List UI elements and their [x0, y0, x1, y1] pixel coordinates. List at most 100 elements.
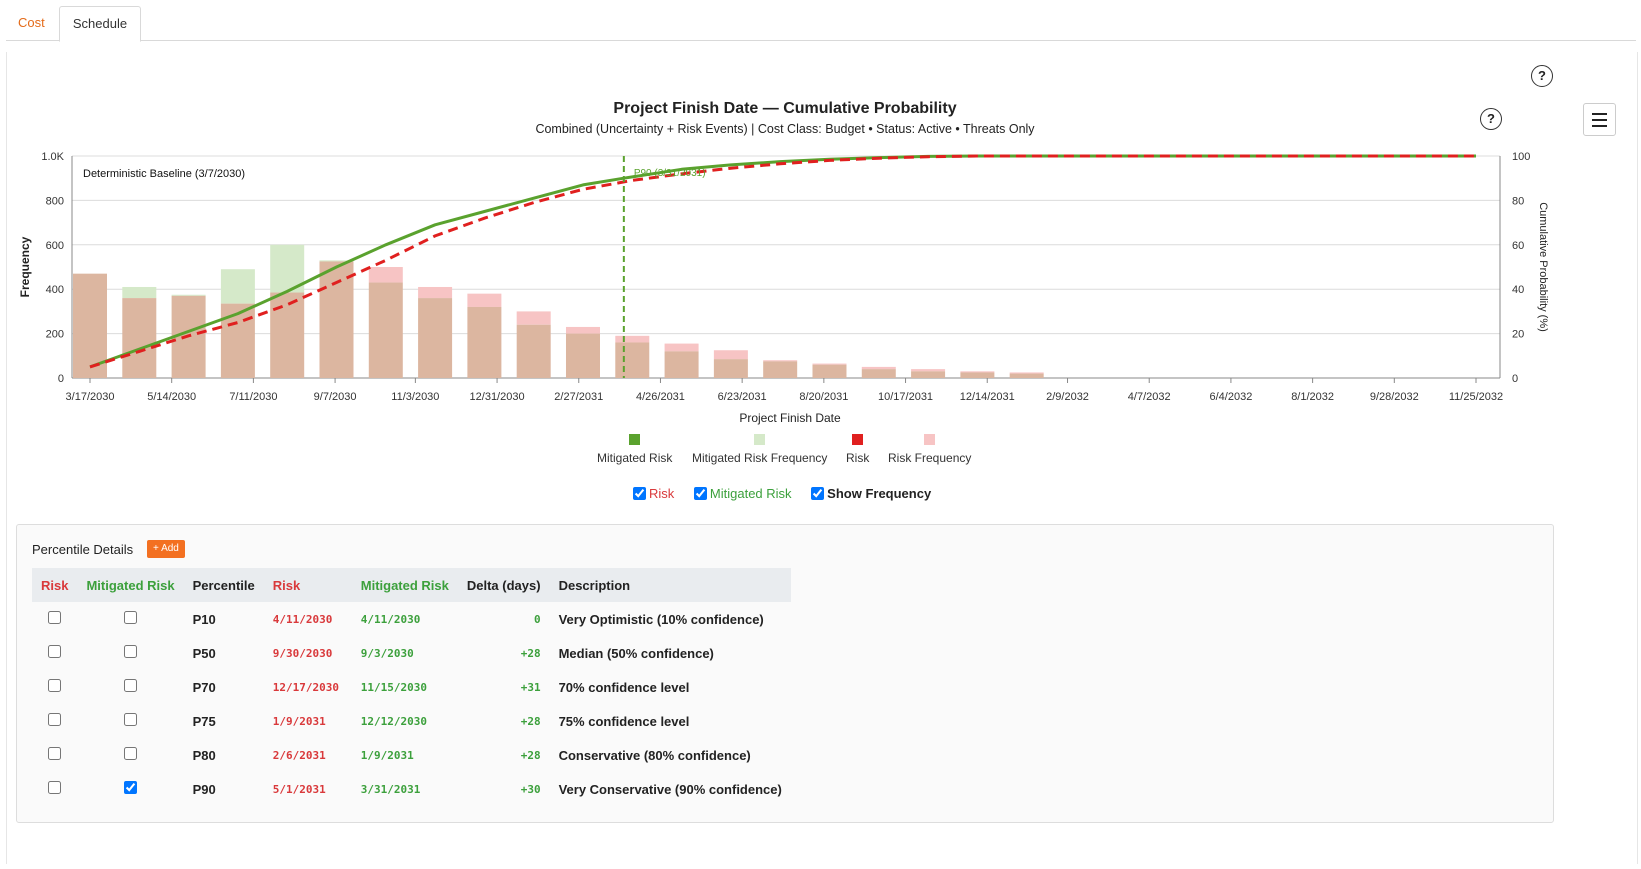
row-delta: +28 — [520, 646, 541, 660]
row-percentile: P75 — [192, 713, 216, 729]
toggle-show-frequency[interactable]: Show Frequency — [811, 486, 931, 501]
x-tick-label: 12/14/2031 — [960, 391, 1015, 403]
chart-subtitle: Combined (Uncertainty + Risk Events) | C… — [535, 122, 1035, 136]
row-risk-checkbox[interactable] — [48, 713, 62, 726]
frequency-bar-overlap — [319, 261, 354, 378]
row-risk-checkbox[interactable] — [48, 781, 62, 794]
x-tick-label: 10/17/2031 — [878, 391, 933, 403]
legend-label: Mitigated Risk Frequency — [692, 451, 828, 465]
frequency-bar-excess — [565, 326, 600, 334]
frequency-bar-excess — [467, 293, 502, 307]
row-mitigated-checkbox-cell — [77, 636, 183, 670]
add-percentile-button[interactable]: + Add — [147, 540, 185, 558]
frequency-bar-excess — [861, 366, 896, 370]
legend-mitigated-risk[interactable]: Mitigated Risk — [597, 434, 672, 465]
toggle-mitigated-risk[interactable]: Mitigated Risk — [693, 486, 792, 501]
row-delta: +28 — [520, 714, 541, 728]
row-mitigated-checkbox-cell — [77, 738, 183, 772]
row-risk-checkbox-cell — [32, 602, 77, 636]
row-risk-date: 4/11/2030 — [272, 612, 333, 626]
frequency-bar-overlap — [418, 298, 453, 378]
x-tick-label: 2/9/2032 — [1046, 391, 1089, 403]
table-row: P90 5/1/2031 3/31/2031 +30 Very Conservative… — [32, 772, 791, 806]
cumulative-probability-chart: 0 200 400 600 800 1.0K 0 20 40 60 80 100 3/17/2030 5/… — [18, 151, 1549, 425]
row-percentile: P70 — [192, 679, 216, 695]
frequency-bar-overlap — [861, 369, 896, 378]
row-risk-checkbox-cell — [32, 772, 77, 806]
y2-tick-label: 20 — [1512, 329, 1524, 341]
y2-tick-label: 40 — [1512, 284, 1524, 296]
x-tick-label: 5/14/2030 — [147, 391, 196, 403]
row-mitigated-checkbox[interactable] — [124, 679, 138, 692]
toggle-risk-label: Risk — [649, 486, 675, 501]
legend-label: Risk Frequency — [888, 451, 972, 465]
p90-annotation: P90 (3/31/2031) — [634, 168, 706, 179]
row-risk-checkbox[interactable] — [48, 645, 62, 658]
toggle-show-frequency-label: Show Frequency — [827, 486, 932, 501]
frequency-bar-overlap — [713, 359, 748, 378]
frequency-bar-excess — [664, 343, 699, 352]
frequency-bar-excess — [171, 294, 206, 296]
y-tick-label: 200 — [46, 329, 64, 341]
frequency-bar-excess — [960, 371, 995, 373]
chart-menu-button[interactable] — [1583, 103, 1616, 136]
x-tick-label: 4/7/2032 — [1128, 391, 1171, 403]
y-tick-label: 400 — [46, 284, 64, 296]
header-percentile: Percentile — [183, 568, 264, 602]
tab-bar: Cost Schedule — [6, 6, 1636, 42]
x-tick-label: 3/17/2030 — [66, 391, 115, 403]
row-mitigated-checkbox[interactable] — [124, 611, 138, 624]
row-mitigated-date: 12/12/2030 — [360, 714, 427, 728]
legend-mitigated-risk-frequency[interactable]: Mitigated Risk Frequency — [692, 434, 827, 465]
row-risk-checkbox[interactable] — [48, 747, 62, 760]
row-mitigated-checkbox-cell — [77, 704, 183, 738]
frequency-bar-overlap — [960, 372, 995, 378]
legend-risk[interactable]: Risk — [846, 434, 869, 465]
toggle-mitigated-risk-checkbox[interactable] — [693, 487, 707, 500]
y-tick-label: 800 — [46, 195, 64, 207]
toggle-show-frequency-checkbox[interactable] — [811, 487, 825, 500]
row-description: 75% confidence level — [558, 713, 690, 729]
table-row: P10 4/11/2030 4/11/2030 0 Very Optimistic (1… — [32, 602, 791, 636]
legend-label: Risk — [846, 451, 870, 465]
frequency-bar-excess — [763, 360, 798, 362]
row-risk-checkbox[interactable] — [48, 679, 62, 692]
y-tick-label: 0 — [58, 373, 64, 385]
row-mitigated-checkbox[interactable] — [124, 781, 138, 794]
x-tick-label: 8/20/2031 — [799, 391, 848, 403]
table-row: P50 9/30/2030 9/3/2030 +28 Median (50% confi… — [32, 636, 791, 670]
row-mitigated-checkbox[interactable] — [124, 713, 138, 726]
chart-help-icon[interactable]: ? — [1480, 108, 1502, 130]
tab-schedule[interactable]: Schedule — [59, 6, 141, 42]
row-mitigated-date: 11/15/2030 — [360, 680, 427, 694]
frequency-bar-excess — [812, 363, 847, 365]
toggle-risk-checkbox[interactable] — [633, 487, 646, 500]
row-percentile: P90 — [192, 781, 216, 797]
frequency-bar-overlap — [220, 303, 255, 378]
tab-cost[interactable]: Cost — [18, 15, 45, 30]
row-delta: +31 — [520, 680, 541, 694]
toggle-risk[interactable]: Risk — [633, 486, 674, 501]
legend-label: Mitigated Risk — [597, 451, 673, 465]
help-icon[interactable]: ? — [1531, 65, 1553, 87]
y2-tick-label: 0 — [1512, 373, 1518, 385]
legend-risk-frequency[interactable]: Risk Frequency — [888, 434, 971, 465]
y-tick-label: 1.0K — [41, 151, 64, 163]
y-tick-label: 600 — [46, 240, 64, 252]
legend-swatch — [852, 434, 864, 445]
frequency-bar-excess — [1009, 372, 1044, 374]
row-description: 70% confidence level — [558, 679, 690, 695]
x-tick-label: 12/31/2030 — [470, 391, 525, 403]
y2-tick-label: 100 — [1512, 151, 1530, 163]
row-description: Median (50% confidence) — [558, 645, 714, 661]
row-risk-checkbox[interactable] — [48, 611, 62, 624]
row-delta: +30 — [520, 782, 541, 796]
chart-legend: Mitigated Risk Mitigated Risk Frequency … — [0, 434, 1570, 470]
y-axis-title: Frequency — [18, 236, 32, 297]
frequency-bar-excess — [911, 369, 946, 372]
frequency-bar-overlap — [812, 364, 847, 378]
row-mitigated-checkbox[interactable] — [124, 747, 138, 760]
frequency-bar-overlap — [1009, 373, 1044, 378]
row-mitigated-checkbox[interactable] — [124, 645, 138, 658]
row-risk-date: 12/17/2030 — [272, 680, 339, 694]
